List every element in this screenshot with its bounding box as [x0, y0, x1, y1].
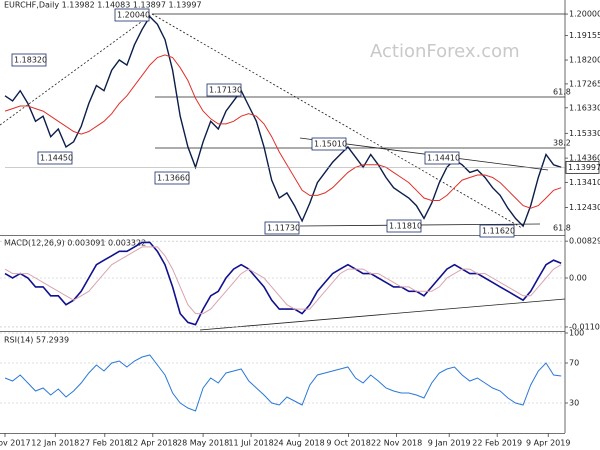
annotation-box — [154, 171, 190, 185]
y-tick-label: 0.00 — [569, 274, 587, 283]
annotation: 1.14410 — [427, 154, 460, 163]
annotation: 1.13660 — [157, 174, 190, 183]
y-tick-label: 70 — [569, 359, 579, 368]
x-tick-label: 9 Oct 2018 — [326, 439, 370, 448]
x-tick-label: 22 Nov 2018 — [371, 439, 422, 448]
series-line — [4, 15, 562, 228]
annotation-box — [37, 151, 73, 165]
series-line — [4, 54, 562, 209]
panel-title: RSI(14) 57.2939 — [4, 336, 69, 345]
x-tick-label: 27 Feb 2018 — [80, 439, 130, 448]
x-tick-label: 9 Jan 2019 — [428, 439, 471, 448]
x-tick-label: 28 May 2018 — [177, 439, 229, 448]
y-tick-label: 1.12430 — [569, 203, 600, 212]
series-line — [4, 241, 562, 326]
macd-trend-line — [199, 298, 566, 331]
series-line — [4, 246, 562, 315]
annotation: 1.11810 — [389, 222, 422, 231]
y-tick-label: 30 — [569, 399, 579, 408]
annotation: 1.20040 — [117, 11, 150, 20]
annotation: 61.8 — [553, 224, 571, 233]
watermark: ActionForex.com — [370, 41, 520, 62]
last-price-label: 1.13997 — [568, 163, 600, 172]
panel-title: MACD(12,26,9) 0.003091 0.003322 — [4, 239, 146, 248]
annotation-box — [311, 137, 347, 151]
annotation: 1.14450 — [40, 154, 73, 163]
annotation-box — [424, 151, 460, 165]
trend-line — [0, 13, 153, 126]
y-tick-label: 1.18200 — [569, 56, 600, 65]
annotation-box — [264, 221, 300, 235]
annotation-box — [11, 53, 47, 67]
annotation: 61.8 — [553, 88, 571, 97]
y-tick-label: 1.16330 — [569, 103, 600, 112]
annotation: 1.17130 — [209, 86, 242, 95]
annotation: 1.18320 — [14, 56, 47, 65]
y-tick-label: 1.13410 — [569, 178, 600, 187]
annotation-box — [386, 219, 422, 233]
y-tick-label: 1.15330 — [569, 129, 600, 138]
frame — [0, 0, 566, 434]
last-price-box — [565, 160, 600, 174]
annotation: 1.15010 — [314, 140, 347, 149]
annotation-box — [114, 8, 150, 22]
y-tick-label: 100 — [569, 329, 584, 338]
y-tick-label: 1.19155 — [569, 31, 600, 40]
x-tick-label: 12 Apr 2018 — [128, 439, 177, 448]
y-tick-label: 1.17265 — [569, 79, 600, 88]
x-tick-label: 9 Apr 2019 — [526, 439, 570, 448]
x-tick-label: 11 Jul 2018 — [228, 439, 273, 448]
y-tick-label: 1.20000 — [569, 10, 600, 19]
series-line — [4, 354, 562, 412]
x-tick-label: 27 Nov 2017 — [0, 439, 31, 448]
y-tick-label: 0.008292 — [569, 237, 600, 246]
x-tick-label: 22 Feb 2019 — [472, 439, 522, 448]
annotation: 1.11730 — [267, 224, 300, 233]
y-tick-label: -0.011015 — [569, 322, 600, 331]
x-tick-label: 12 Jan 2018 — [31, 439, 79, 448]
annotation: 1.11620 — [482, 227, 515, 236]
annotation-box — [206, 83, 242, 97]
x-tick-label: 24 Aug 2018 — [273, 439, 324, 448]
trend-line — [151, 13, 523, 229]
annotation-box — [479, 224, 515, 238]
y-tick-label: 1.14360 — [569, 154, 600, 163]
chart-title: EURCHF,Daily 1.13982 1.14083 1.13897 1.1… — [4, 1, 202, 10]
annotation: 38.2 — [553, 139, 571, 148]
